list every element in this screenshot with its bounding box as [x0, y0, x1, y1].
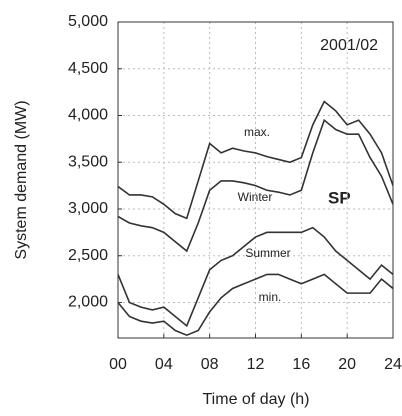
series-line [118, 100, 393, 220]
x-tick-label: 00 [109, 356, 127, 373]
series-label: max. [244, 125, 270, 139]
y-tick-label: 2,000 [68, 294, 108, 311]
series-label: min. [259, 290, 282, 304]
series-line [118, 273, 393, 337]
y-tick-label: 3,000 [68, 200, 108, 217]
x-tick-label: 08 [201, 356, 219, 373]
period-label: 2001/02 [320, 37, 378, 54]
y-tick-label: 5,000 [68, 13, 108, 30]
x-tick-label: 20 [338, 356, 356, 373]
x-axis-title: Time of day (h) [203, 391, 310, 408]
y-tick-label: 3,500 [68, 153, 108, 170]
plot-area [118, 100, 393, 337]
y-tick-label: 2,500 [68, 247, 108, 264]
region-label: SP [328, 188, 351, 207]
y-tick-label: 4,500 [68, 60, 108, 77]
plot-frame [117, 21, 394, 339]
series-line [118, 226, 393, 328]
series-label: Summer [245, 246, 290, 260]
x-tick-label: 04 [155, 356, 173, 373]
x-tick-label: 12 [247, 356, 265, 373]
x-tick-label: 24 [384, 356, 402, 373]
y-axis-title: System demand (MW) [13, 100, 30, 259]
series-line [118, 118, 393, 253]
y-tick-label: 4,000 [68, 107, 108, 124]
x-tick-label: 16 [292, 356, 310, 373]
series-label: Winter [238, 190, 273, 204]
